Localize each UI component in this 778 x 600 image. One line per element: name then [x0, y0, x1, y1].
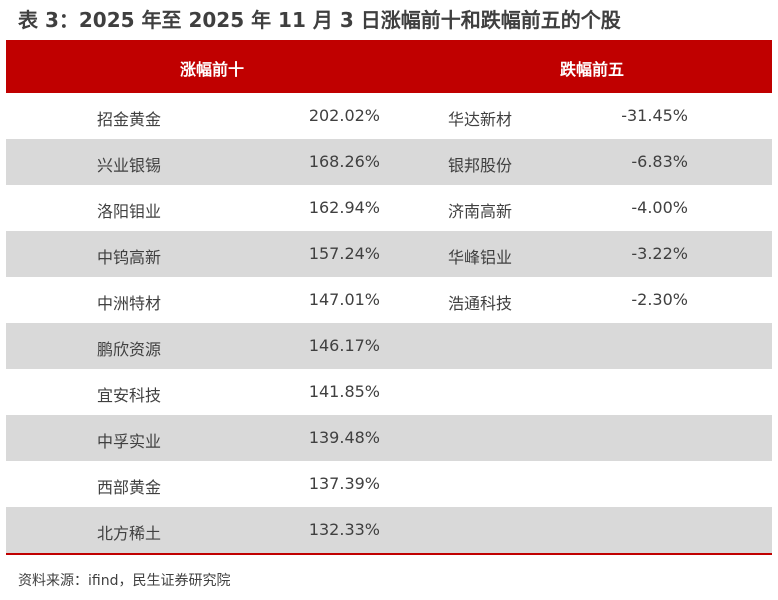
table-row: 中孚实业 139.48%	[6, 415, 772, 461]
gainer-name: 北方稀土	[97, 524, 162, 543]
gainer-change: 162.94%	[308, 198, 380, 217]
gainer-name: 鹏欣资源	[97, 340, 162, 359]
gainer-change: 168.26%	[308, 152, 380, 171]
gainer-change: 141.85%	[308, 382, 380, 401]
table-row: 西部黄金 137.39%	[6, 461, 772, 507]
gainer-name: 兴业银锡	[97, 156, 162, 175]
gainer-name: 中孚实业	[97, 432, 162, 451]
table-row: 兴业银锡 168.26% 银邦股份 -6.83%	[6, 139, 772, 185]
loser-name: 华峰铝业	[448, 248, 513, 267]
loser-change: -4.00%	[631, 198, 688, 217]
header-losers: 跌幅前五	[560, 60, 625, 79]
table-header: 涨幅前十 跌幅前五	[6, 40, 772, 93]
source-note: 资料来源：ifind，民生证券研究院	[18, 573, 231, 589]
gainer-change: 137.39%	[308, 474, 380, 493]
gainer-change: 132.33%	[308, 520, 380, 539]
table-row: 洛阳钼业 162.94% 济南高新 -4.00%	[6, 185, 772, 231]
gainer-name: 西部黄金	[97, 478, 162, 497]
stock-table: 涨幅前十 跌幅前五 招金黄金 202.02% 华达新材 -31.45% 兴业银锡 168.…	[6, 40, 772, 555]
gainer-change: 146.17%	[308, 336, 380, 355]
table-row: 北方稀土 132.33%	[6, 507, 772, 553]
table-row: 中洲特材 147.01% 浩通科技 -2.30%	[6, 277, 772, 323]
loser-name: 济南高新	[448, 202, 513, 221]
table-row: 招金黄金 202.02% 华达新材 -31.45%	[6, 93, 772, 139]
gainer-change: 139.48%	[308, 428, 380, 447]
loser-name: 银邦股份	[448, 156, 513, 175]
gainer-name: 中钨高新	[97, 248, 162, 267]
table-row: 鹏欣资源 146.17%	[6, 323, 772, 369]
loser-name: 浩通科技	[448, 294, 513, 313]
table-bottom-rule	[6, 553, 772, 555]
gainer-name: 洛阳钼业	[97, 202, 162, 221]
loser-name: 华达新材	[448, 110, 513, 129]
loser-change: -31.45%	[621, 106, 688, 125]
gainer-name: 招金黄金	[97, 110, 162, 129]
gainer-change: 147.01%	[308, 290, 380, 309]
loser-change: -3.22%	[631, 244, 688, 263]
gainer-name: 中洲特材	[97, 294, 162, 313]
table-row: 宜安科技 141.85%	[6, 369, 772, 415]
gainer-change: 202.02%	[308, 106, 380, 125]
gainer-name: 宜安科技	[97, 386, 162, 405]
table-row: 中钨高新 157.24% 华峰铝业 -3.22%	[6, 231, 772, 277]
loser-change: -2.30%	[631, 290, 688, 309]
table-title: 表 3：2025 年至 2025 年 11 月 3 日涨幅前十和跌幅前五的个股	[18, 8, 621, 32]
loser-change: -6.83%	[631, 152, 688, 171]
gainer-change: 157.24%	[308, 244, 380, 263]
header-gainers: 涨幅前十	[180, 60, 245, 79]
